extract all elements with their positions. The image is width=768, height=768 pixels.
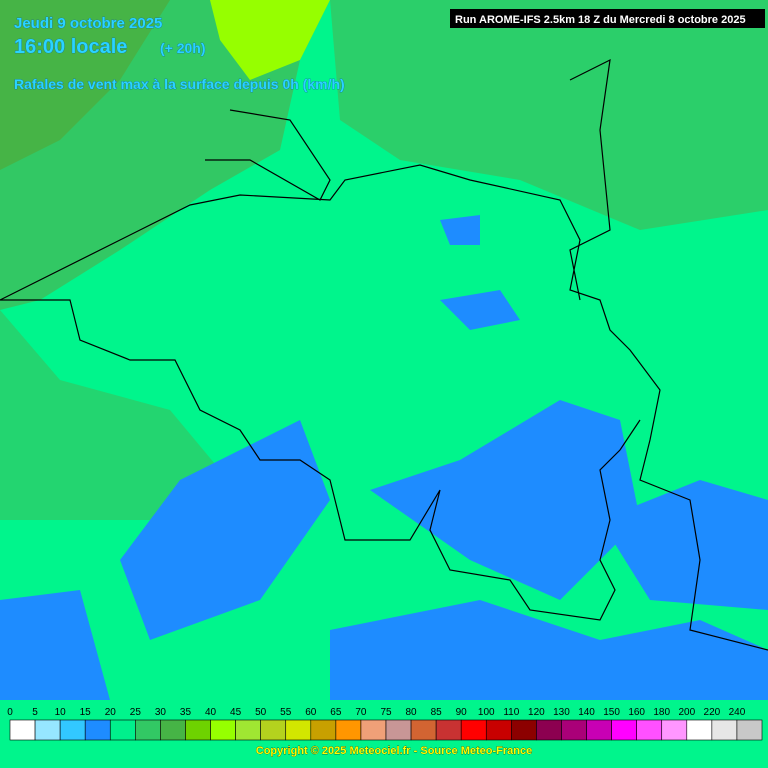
legend-label: 150 — [603, 707, 620, 718]
legend-swatch — [109, 719, 136, 741]
gust-zones — [0, 0, 768, 700]
legend-label: 15 — [80, 707, 92, 718]
header: Jeudi 9 octobre 2025 16:00 locale (+ 20h… — [14, 9, 765, 92]
legend-label: 70 — [355, 707, 367, 718]
legend-swatch — [410, 719, 437, 741]
legend-label: 50 — [255, 707, 267, 718]
legend-swatch — [636, 719, 663, 741]
legend-label: 80 — [406, 707, 418, 718]
legend-swatch — [285, 719, 312, 741]
legend-swatch — [9, 719, 36, 741]
legend-label: 0 — [7, 707, 13, 718]
legend-swatch — [185, 719, 211, 741]
legend-label: 140 — [578, 707, 595, 718]
legend-swatch — [260, 719, 287, 741]
footer: Copyright © 2025 Meteociel.fr - Source M… — [256, 745, 532, 757]
legend-swatch — [210, 719, 236, 741]
legend-label: 110 — [503, 707, 519, 718]
borders — [0, 58, 768, 651]
legend-label: 10 — [55, 707, 67, 718]
legend-swatch — [160, 719, 186, 741]
legend-swatch — [34, 719, 61, 741]
legend-label: 60 — [305, 707, 317, 718]
legend-label: 35 — [180, 707, 192, 718]
legend-swatch — [485, 719, 512, 741]
legend-swatch — [586, 719, 612, 741]
run-box — [450, 9, 765, 28]
legend-label: 5 — [32, 707, 38, 718]
legend-label: 100 — [478, 707, 495, 718]
legend-swatch — [460, 719, 487, 741]
legend-label: 180 — [653, 707, 670, 718]
legend-swatch — [84, 719, 111, 741]
legend-swatch — [661, 719, 688, 741]
legend-swatch — [335, 719, 362, 741]
legend: 0 5 10 15 20 25 30 35 40 45 50 55 60 65 70 75 80 85 90 100 1… — [0, 703, 768, 743]
legend-swatch — [611, 719, 637, 741]
legend-swatch — [736, 719, 763, 741]
legend-swatch — [235, 719, 261, 741]
time: 16:00 locale — [14, 36, 127, 58]
legend-label: 240 — [729, 707, 746, 718]
legend-label: 45 — [230, 707, 242, 718]
legend-swatch — [711, 719, 738, 741]
legend-label: 65 — [330, 707, 342, 718]
legend-label: 220 — [704, 707, 721, 718]
legend-label: 30 — [155, 707, 167, 718]
legend-swatch — [686, 719, 713, 741]
run-info: Run AROME-IFS 2.5km 18 Z du Mercredi 8 o… — [455, 14, 746, 26]
legend-swatch — [385, 719, 412, 741]
legend-swatch — [360, 719, 387, 741]
legend-label: 75 — [380, 707, 392, 718]
legend-swatch — [435, 719, 462, 741]
legend-label: 20 — [105, 707, 117, 718]
parameter: Rafales de vent max à la surface depuis … — [14, 76, 345, 92]
legend-label: 130 — [553, 707, 570, 718]
legend-swatch — [310, 719, 337, 741]
legend-label: 40 — [205, 707, 217, 718]
legend-label: 55 — [280, 707, 292, 718]
legend-swatch — [135, 719, 161, 741]
legend-swatch — [511, 719, 537, 741]
legend-swatch — [536, 719, 562, 741]
legend-label: 160 — [628, 707, 645, 718]
legend-label: 90 — [456, 707, 468, 718]
legend-label: 25 — [130, 707, 142, 718]
legend-label: 120 — [528, 707, 545, 718]
legend-swatch — [561, 719, 587, 741]
offset: (+ 20h) — [160, 40, 206, 56]
date: Jeudi 9 octobre 2025 — [14, 15, 162, 32]
legend-label: 200 — [678, 707, 695, 718]
legend-swatch — [59, 719, 86, 741]
legend-label: 85 — [431, 707, 443, 718]
